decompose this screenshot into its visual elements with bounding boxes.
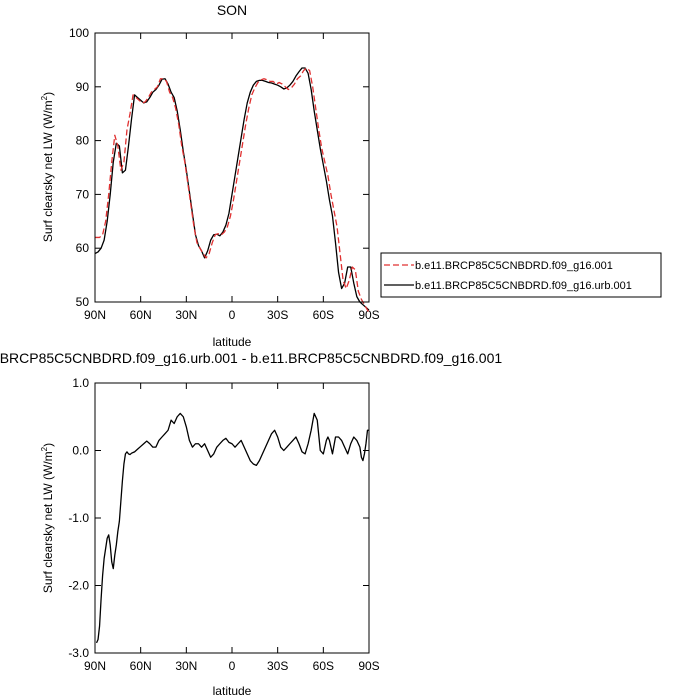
bottom-y-axis-label-sup: 2 [40, 446, 49, 451]
top-y-axis-label-sup: 2 [40, 95, 49, 100]
bottom-y-axis-label-end: ) [41, 443, 55, 447]
top-y-tick-label: 70 [76, 187, 90, 201]
legend-label-urb: b.e11.BRCP85C5CNBDRD.f09_g16.urb.001 [415, 280, 632, 292]
bottom-x-tick-label: 90S [358, 659, 379, 673]
bottom-x-tick-label: 30S [267, 659, 288, 673]
bottom-x-tick-label: 60S [313, 659, 334, 673]
bottom-y-tick-label: -2.0 [68, 579, 89, 593]
bottom-series-lines [95, 412, 369, 644]
bottom-y-tick-label: 1.0 [72, 376, 89, 390]
top-y-tick-label: 90 [76, 80, 90, 94]
bottom-x-tick-label: 30N [175, 659, 197, 673]
panel-bottom: b.e11.BRCP85C5CNBDRD.f09_g16.urb.001 - b… [0, 350, 502, 698]
top-y-axis-label: Surf clearsky net LW (W/m2) [40, 92, 55, 242]
bottom-y-tick-label: 0.0 [72, 444, 89, 458]
bottom-x-tick-label: 90N [84, 659, 106, 673]
top-plot-frame [94, 32, 370, 303]
top-y-ticks: 50 60 70 80 90 100 [69, 26, 369, 309]
bottom-x-tick-label: 0 [229, 659, 236, 673]
top-x-tick-label: 90S [358, 308, 379, 322]
top-x-tick-label: 60N [130, 308, 152, 322]
top-x-tick-label: 60S [313, 308, 334, 322]
bottom-y-ticks: 1.0 0.0 -1.0 -2.0 -3.0 [68, 376, 369, 660]
top-x-tick-label: 90N [84, 308, 106, 322]
bottom-x-ticks: 90N 60N 30N 0 30S 60S 90S [84, 383, 380, 673]
top-x-tick-label: 30S [267, 308, 288, 322]
panel-top: SON 50 60 70 80 90 100 90N 60N 30N 0 30S 60S 90S la… [40, 2, 380, 349]
top-y-axis-label-end: ) [41, 92, 55, 96]
top-y-tick-label: 100 [69, 26, 89, 40]
bottom-y-tick-label: -1.0 [68, 511, 89, 525]
top-x-ticks: 90N 60N 30N 0 30S 60S 90S [84, 33, 380, 322]
top-series-lines [94, 67, 370, 314]
bottom-x-axis-label: latitude [213, 684, 252, 698]
top-x-axis-label: latitude [213, 335, 252, 349]
top-x-tick-label: 30N [175, 308, 197, 322]
top-y-tick-label: 60 [76, 241, 90, 255]
bottom-series-urb-line [95, 412, 369, 644]
top-series-control-line [95, 67, 370, 314]
legend-box [380, 252, 662, 298]
bottom-plot-frame [94, 382, 370, 654]
bottom-y-tick-label: -3.0 [68, 646, 89, 660]
legend: b.e11.BRCP85C5CNBDRD.f09_g16.001 b.e11.B… [380, 252, 662, 298]
top-x-tick-label: 0 [229, 308, 236, 322]
top-series-urb-line [94, 67, 370, 311]
top-title: SON [217, 2, 247, 18]
top-y-tick-label: 50 [76, 295, 90, 309]
bottom-title: b.e11.BRCP85C5CNBDRD.f09_g16.urb.001 - b… [0, 350, 502, 366]
bottom-y-axis-label: Surf clearsky net LW (W/m2) [40, 443, 55, 593]
legend-label-control: b.e11.BRCP85C5CNBDRD.f09_g16.001 [415, 260, 613, 272]
top-y-tick-label: 80 [76, 134, 90, 148]
bottom-y-axis-label-main: Surf clearsky net LW (W/m [41, 451, 55, 593]
bottom-x-tick-label: 60N [130, 659, 152, 673]
top-y-axis-label-main: Surf clearsky net LW (W/m [41, 100, 55, 242]
